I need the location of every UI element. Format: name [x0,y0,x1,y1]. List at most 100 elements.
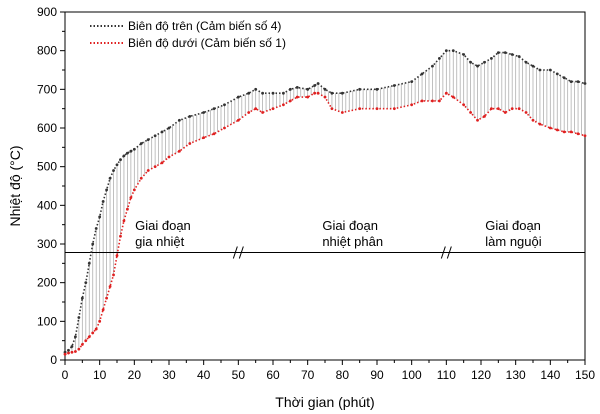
data-point [67,351,70,355]
data-point [67,348,70,352]
data-point [576,132,580,136]
amplitude-droplines [64,50,586,355]
data-point [129,149,133,153]
data-point [202,111,206,114]
data-point [98,319,102,323]
data-point [94,327,98,331]
data-point [483,115,486,118]
break-mark [440,246,452,259]
data-point [119,158,122,162]
data-point [74,335,77,339]
data-point [153,165,157,169]
data-point [490,107,493,111]
data-point [420,72,424,76]
data-point [115,163,119,167]
data-point [503,51,507,54]
data-point [410,80,414,83]
data-point [223,126,226,130]
y-tick-label: 0 [50,353,57,367]
data-point [340,91,344,95]
data-point [101,308,105,312]
x-tick-label: 150 [575,368,595,382]
data-point [576,80,580,83]
y-axis-title: Nhiệt độ (°C) [7,145,23,226]
data-point [236,118,240,122]
y-tick-label: 900 [37,5,57,19]
data-point [496,107,500,111]
y-tick-label: 600 [37,121,57,135]
y-tick-label: 300 [37,237,57,251]
data-point [555,128,559,132]
data-point [410,103,414,107]
data-point [538,122,542,126]
data-point [431,64,434,68]
data-point [80,296,84,300]
data-point [330,91,334,95]
x-tick-label: 90 [370,368,384,382]
data-point [375,87,379,91]
y-tick-label: 500 [37,160,57,174]
series-lower-amplitude [63,91,587,356]
data-point [562,76,566,80]
data-point [105,188,108,192]
data-point [548,126,552,130]
data-point [531,118,535,122]
data-point [438,99,441,103]
data-point [330,107,334,111]
data-point [524,60,528,64]
data-point [306,87,310,91]
data-point [375,107,379,111]
data-point [271,107,275,111]
data-point [476,64,479,68]
data-point [483,60,486,64]
data-point [212,107,216,111]
data-point [132,147,136,151]
data-point [139,142,143,145]
legend-label: Biên độ dưới (Cảm biến số 1) [128,36,286,50]
phase-label-line2: làm nguội [485,234,541,249]
data-point [63,352,67,356]
data-point [261,91,264,95]
data-point [517,107,521,111]
data-point [451,49,455,53]
data-point [524,111,528,114]
data-point [84,281,88,285]
data-point [288,87,292,91]
data-point [188,142,192,145]
data-point [122,154,126,158]
data-point [583,134,587,138]
data-point [108,285,112,288]
data-point [160,161,164,165]
data-point [555,72,559,76]
data-point [451,95,455,99]
x-tick-label: 140 [540,368,560,382]
data-point [420,99,424,103]
data-point [288,99,292,103]
data-point [87,261,91,265]
legend-label: Biên độ trên (Cảm biến số 4) [128,19,281,33]
data-point [178,149,181,153]
data-point [63,350,67,354]
data-point [562,130,566,134]
data-point [496,51,500,54]
data-point [178,118,181,122]
data-point [476,118,479,122]
data-point [87,335,91,339]
data-point [469,60,472,64]
x-tick-label: 110 [437,368,456,382]
data-point [261,111,264,114]
data-point [119,234,122,238]
data-point [462,53,466,56]
data-point [247,111,251,114]
data-point [146,169,150,172]
legend: Biên độ trên (Cảm biến số 4) Biên độ dưới… [90,19,286,50]
data-point [306,95,310,99]
data-point [94,227,98,230]
data-point [295,86,299,89]
phase-label-line2: gia nhiệt [135,234,185,249]
data-point [295,95,299,99]
data-point [531,64,535,68]
data-point [101,200,105,203]
data-point [431,99,434,103]
data-point [108,176,112,180]
